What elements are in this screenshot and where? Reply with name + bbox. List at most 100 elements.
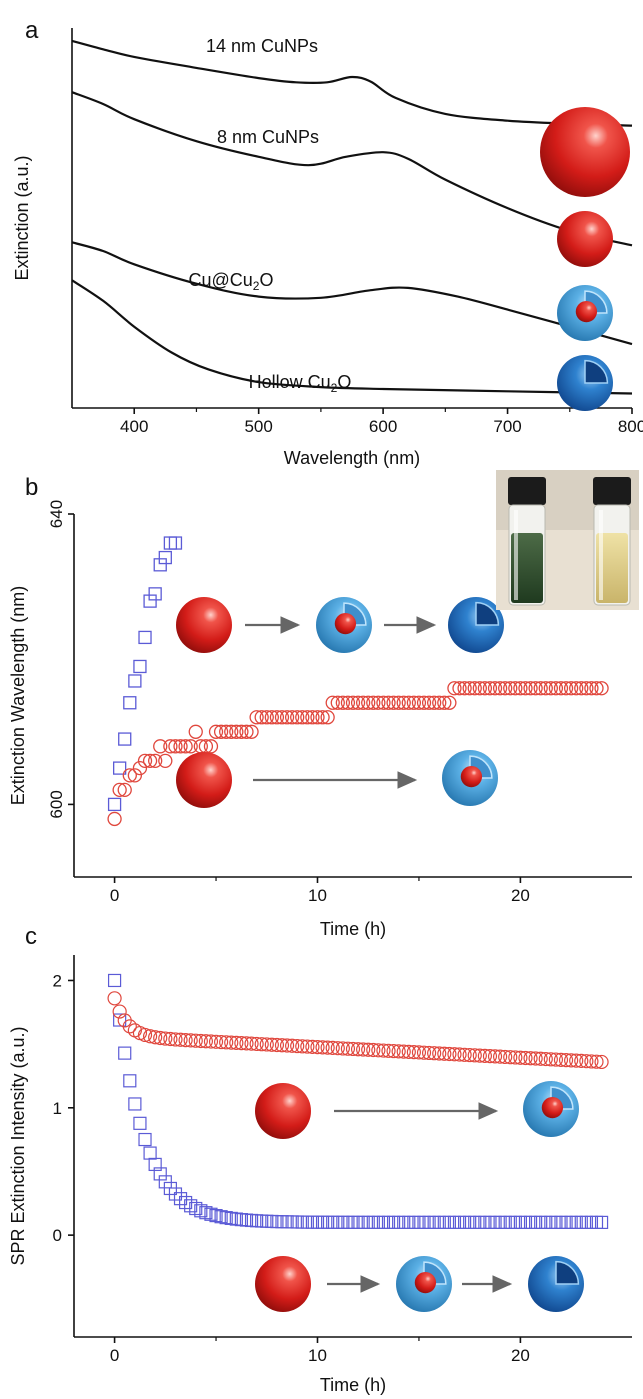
data-point-circle [442, 695, 457, 710]
data-point-square [143, 1146, 157, 1160]
data-point-circle [401, 1044, 416, 1059]
data-point-square [133, 1116, 147, 1130]
data-point-circle [589, 1054, 604, 1069]
data-point-circle [193, 1033, 208, 1049]
y-tick-label: 1 [53, 1099, 62, 1118]
data-point-circle [127, 768, 143, 783]
data-point-square [113, 1013, 127, 1027]
data-point-circle [528, 681, 543, 696]
data-point-circle [259, 710, 274, 725]
data-point-circle [219, 724, 234, 739]
data-point-circle [432, 1046, 447, 1061]
data-point-circle [553, 1052, 569, 1067]
sphere-body [255, 1083, 311, 1139]
y-tick-label: 640 [47, 500, 66, 528]
sphere-body [540, 107, 630, 197]
data-point-circle [264, 710, 279, 725]
data-point-circle [371, 1043, 386, 1058]
data-point-circle [381, 695, 396, 710]
core-shell-icon [442, 750, 498, 806]
data-point-circle [523, 1051, 538, 1066]
data-point-square [158, 550, 172, 565]
spectrum-curve [71, 39, 633, 127]
data-point-circle [163, 739, 178, 754]
data-point-circle [376, 695, 391, 710]
data-point-square [107, 797, 122, 812]
data-point-circle [477, 1048, 492, 1063]
data-point-circle [574, 681, 589, 696]
data-point-circle [208, 1034, 224, 1049]
spectrum-curve [71, 279, 633, 395]
data-point-circle [538, 681, 553, 696]
data-point-circle [320, 1040, 335, 1055]
data-point-circle [295, 710, 310, 725]
data-point-circle [254, 1037, 269, 1052]
data-point-circle [355, 695, 371, 710]
panel-b-chart: 0 10 20 600 640 Time (h) Extinction Wavelength… [8, 500, 632, 939]
data-point-square [204, 1207, 218, 1221]
data-point-circle [579, 681, 594, 696]
x-axis-label: Wavelength (nm) [284, 448, 420, 468]
data-point-circle [285, 1038, 300, 1053]
data-point-circle [432, 695, 447, 710]
data-point-square [153, 1167, 167, 1181]
data-point-circle [168, 739, 183, 754]
data-point-circle [183, 739, 198, 754]
data-point-circle [533, 681, 548, 696]
data-point-square [107, 973, 122, 988]
data-point-circle [533, 1051, 548, 1066]
vial-photo [496, 470, 639, 610]
series-label: Cu@Cu2O [189, 270, 274, 293]
data-point-circle [203, 1034, 219, 1049]
data-point-circle [356, 1042, 371, 1057]
data-point-square [128, 1097, 142, 1111]
data-point-circle [467, 681, 482, 696]
data-point-circle [198, 1034, 213, 1049]
y-tick-label: 600 [47, 790, 66, 818]
data-point-square [214, 1210, 228, 1224]
shell-cutaway [475, 601, 500, 626]
data-point-circle [416, 695, 432, 710]
data-point-circle [254, 710, 269, 725]
data-point-circle [244, 1036, 259, 1051]
data-point-circle [345, 1041, 361, 1057]
data-point-circle [493, 1049, 508, 1064]
data-point-circle [335, 695, 351, 710]
sphere-body [176, 752, 232, 808]
data-point-square [123, 696, 137, 710]
data-point-square [194, 1204, 208, 1218]
data-point-square [168, 1187, 183, 1201]
data-point-circle [396, 695, 411, 710]
data-point-circle [345, 695, 361, 710]
data-point-circle [310, 1040, 325, 1055]
data-point-circle [290, 710, 305, 725]
data-point-circle [366, 1042, 381, 1058]
data-point-circle [518, 681, 533, 696]
data-point-square [143, 594, 157, 608]
data-point-square [118, 1046, 132, 1060]
data-point-square [219, 1211, 233, 1225]
data-point-circle [148, 753, 163, 768]
data-point-circle [437, 695, 452, 710]
data-point-circle [579, 1054, 594, 1069]
data-point-circle [269, 1037, 285, 1053]
data-point-circle [482, 1049, 498, 1064]
panel-a-chart: 400 500 600 700 800 Wavelength (nm) Extinction… [12, 28, 643, 468]
data-point-circle [467, 1048, 482, 1063]
copper-core [460, 765, 483, 788]
data-point-circle [163, 1031, 178, 1047]
data-point-circle [563, 681, 579, 696]
panel-letter-b: b [25, 474, 38, 501]
data-point-circle [427, 1046, 442, 1061]
x-tick-label: 0 [110, 1346, 119, 1365]
data-point-circle [427, 695, 442, 710]
series-label: 14 nm CuNPs [206, 36, 318, 56]
data-point-circle [269, 710, 285, 725]
data-point-circle [213, 724, 229, 739]
data-point-circle [142, 1029, 158, 1044]
x-axis-label: Time (h) [320, 1375, 386, 1395]
series-label: Hollow Cu2O [249, 372, 352, 395]
data-point-circle [553, 681, 569, 696]
copper-core [575, 300, 598, 323]
data-point-circle [391, 695, 406, 710]
